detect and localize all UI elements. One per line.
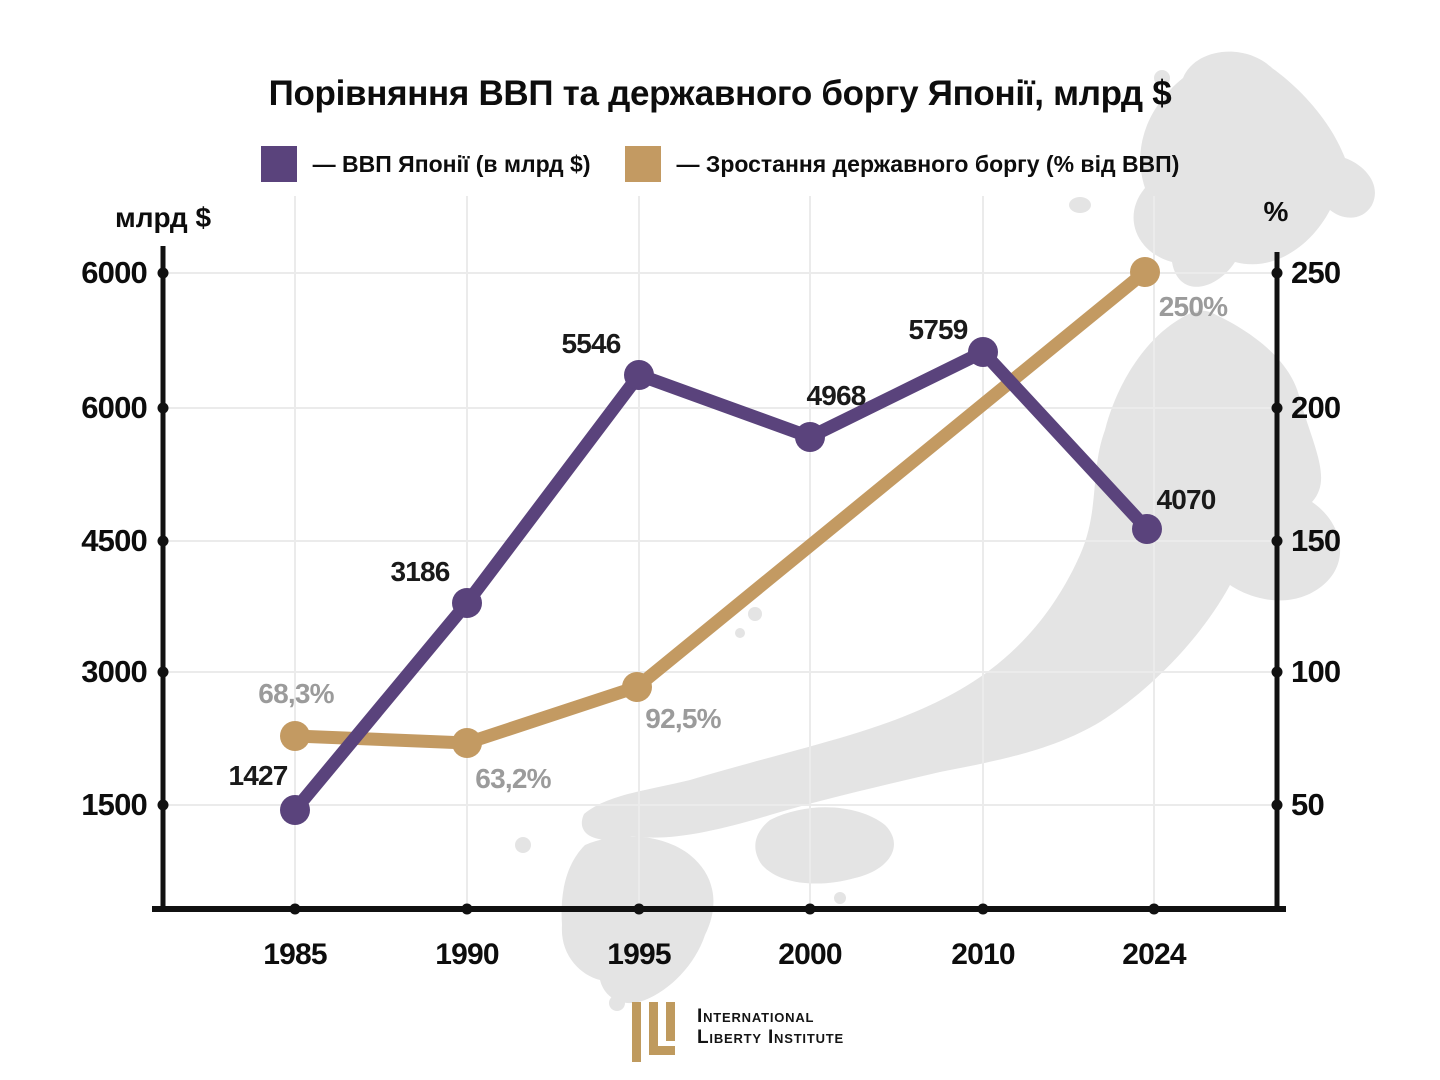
gdp-value-label: 3186 <box>390 556 450 587</box>
debt-value-label: 63,2% <box>475 763 551 794</box>
x-axis-tick-dot <box>1148 903 1160 915</box>
map-islet <box>1154 70 1170 86</box>
right-tick-1: 200 <box>1291 390 1341 425</box>
left-axis-tick-dot <box>157 799 169 811</box>
left-tick-4: 1500 <box>81 787 148 822</box>
right-axis-tick-dot <box>1271 799 1283 811</box>
right-axis-title: % <box>1263 196 1289 227</box>
gdp-value-label: 4968 <box>806 380 866 411</box>
logo-mark-bar <box>649 1046 675 1055</box>
map-honshu <box>581 310 1341 840</box>
left-tick-2: 4500 <box>81 523 148 558</box>
gdp-value-label: 5546 <box>561 328 621 359</box>
x-axis-tick-dot <box>804 903 816 915</box>
logo-mark-bar <box>649 1002 658 1055</box>
map-islet <box>834 892 846 904</box>
gdp-point <box>1132 514 1162 544</box>
legend-item-gdp: — ВВП Японії (в млрд $) <box>260 146 591 182</box>
logo-text-line1: International <box>697 1006 815 1027</box>
x-tick-1990: 1990 <box>435 938 499 971</box>
x-tick-2024: 2024 <box>1122 938 1186 971</box>
gdp-line <box>288 345 1154 817</box>
map-hokkaido <box>1133 51 1375 287</box>
logo-text-line2: Liberty Institute <box>697 1027 844 1048</box>
left-axis-tick-dot <box>157 666 169 678</box>
gdp-point <box>452 588 482 618</box>
legend: — ВВП Японії (в млрд $) — Зростання держ… <box>0 146 1440 182</box>
map-islet <box>1069 197 1091 213</box>
x-tick-1995: 1995 <box>607 938 671 971</box>
right-tick-2: 150 <box>1291 523 1341 558</box>
gdp-point <box>968 337 998 367</box>
right-tick-0: 250 <box>1291 255 1341 290</box>
debt-line <box>288 265 1152 750</box>
gdp-point <box>280 795 310 825</box>
x-tick-1985: 1985 <box>263 938 327 971</box>
right-axis-tick-dot <box>1271 402 1283 414</box>
x-axis-tick-dot <box>461 903 473 915</box>
gdp-point <box>795 422 825 452</box>
right-axis-tick-dot <box>1271 267 1283 279</box>
gdp-value-label: 5759 <box>908 314 968 345</box>
left-tick-3: 3000 <box>81 654 148 689</box>
gdp-value-label: 1427 <box>228 760 288 791</box>
debt-value-label: 68,3% <box>258 678 334 709</box>
debt-point <box>622 672 652 702</box>
right-axis-tick-dot <box>1271 666 1283 678</box>
japan-map-silhouette <box>515 51 1375 1011</box>
map-islet <box>609 995 625 1011</box>
right-axis-tick-dot <box>1271 535 1283 547</box>
left-axis-tick-dot <box>157 402 169 414</box>
gdp-color-swatch <box>260 146 297 182</box>
left-axis-tick-dot <box>157 267 169 279</box>
map-lake <box>983 509 1013 559</box>
right-tick-4: 50 <box>1291 787 1325 822</box>
debt-color-swatch <box>624 146 661 182</box>
x-axis-tick-dot <box>633 903 645 915</box>
left-axis-tick-dot <box>157 535 169 547</box>
x-axis-tick-dot <box>977 903 989 915</box>
logo-mark-bar <box>666 1002 675 1041</box>
map-kyushu <box>561 836 714 1004</box>
axes <box>152 246 1286 915</box>
map-islet <box>748 607 762 621</box>
debt-point <box>452 728 482 758</box>
gdp-point <box>624 360 654 390</box>
gdp-value-label: 4070 <box>1156 484 1216 515</box>
right-tick-3: 100 <box>1291 654 1341 689</box>
x-axis-tick-dot <box>289 903 301 915</box>
x-tick-2000: 2000 <box>778 938 842 971</box>
debt-value-label: 250% <box>1158 291 1228 322</box>
legend-label-gdp: — ВВП Японії (в млрд $) <box>312 150 591 177</box>
map-islet <box>735 628 745 638</box>
logo-mark-bar <box>632 1002 641 1062</box>
left-tick-1: 6000 <box>81 390 148 425</box>
legend-item-debt: — Зростання державного боргу (% від ВВП) <box>624 146 1180 182</box>
chart-title: Порівняння ВВП та державного боргу Японі… <box>268 74 1172 113</box>
x-tick-2010: 2010 <box>951 938 1015 971</box>
left-tick-0: 6000 <box>81 255 148 290</box>
debt-value-label: 92,5% <box>645 703 721 734</box>
series-lines <box>280 257 1162 825</box>
debt-point <box>280 721 310 751</box>
left-axis-title: млрд $ <box>114 202 212 233</box>
legend-label-debt: — Зростання державного боргу (% від ВВП) <box>676 150 1180 177</box>
map-shikoku <box>755 807 894 884</box>
debt-point <box>1130 257 1160 287</box>
map-islet <box>515 837 531 853</box>
